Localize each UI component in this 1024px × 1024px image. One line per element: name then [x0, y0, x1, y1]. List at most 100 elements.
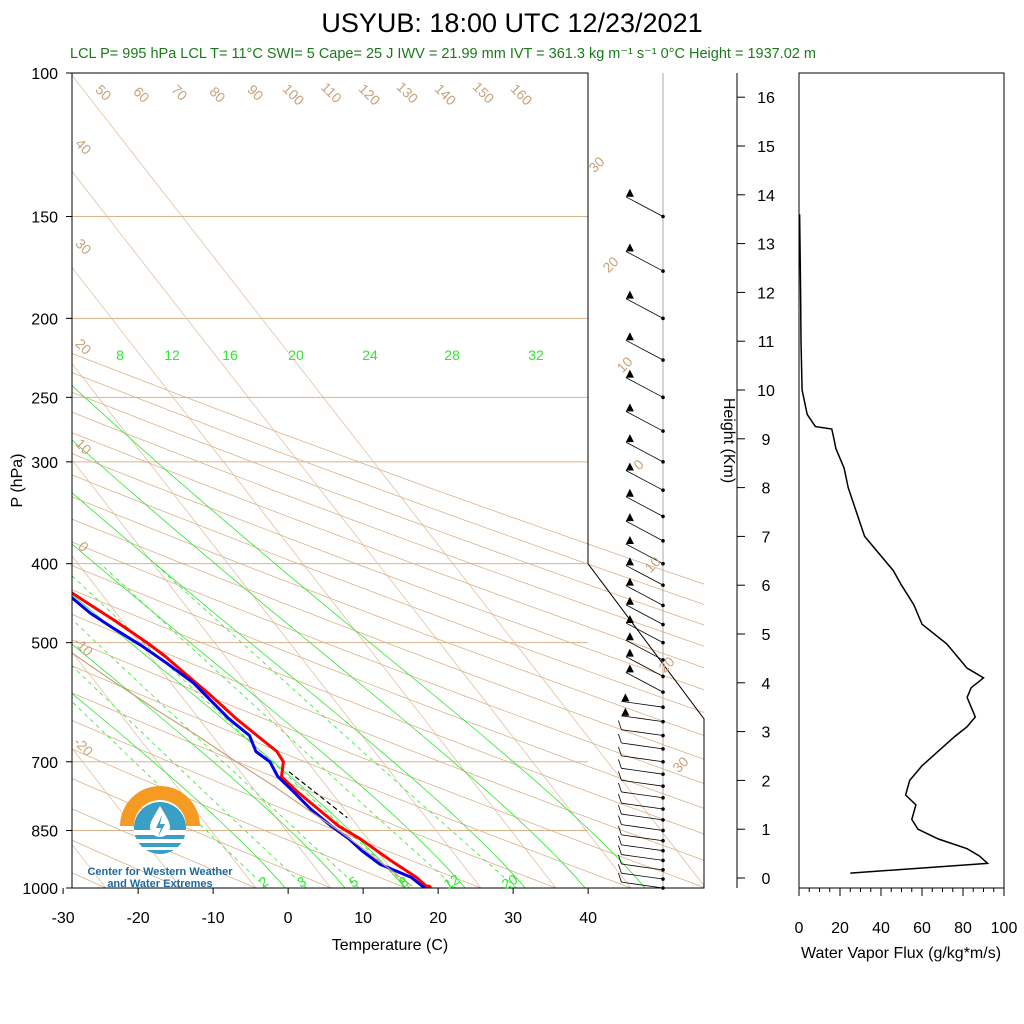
isotherm-line — [72, 555, 332, 888]
height-tick-label: 16 — [757, 90, 775, 107]
wind-barb — [621, 844, 664, 852]
dry-adiabat-label: 30 — [585, 153, 607, 175]
flux-x-tick-label: 80 — [954, 920, 972, 937]
wind-barb-feather — [618, 864, 622, 874]
dry-adiabat-line — [72, 720, 483, 888]
height-tick-label: 13 — [757, 237, 775, 254]
x-tick-label: -30 — [52, 910, 75, 927]
wind-barb-feather — [618, 804, 622, 815]
wind-barb — [621, 863, 664, 871]
dry-adiabat-line — [72, 352, 704, 585]
isotherm-line — [72, 170, 632, 888]
wind-barb-feather — [618, 873, 622, 883]
wind-barb-flag — [625, 596, 634, 605]
height-tick-label: 15 — [757, 139, 775, 156]
wind-barb-flag — [625, 664, 634, 673]
wind-barb — [625, 470, 664, 491]
wind-barb-flag — [625, 243, 634, 252]
wind-barb-feather — [618, 771, 622, 781]
x-tick-label: 30 — [504, 910, 522, 927]
dry-adiabat-line — [72, 565, 704, 809]
y-tick-label: 1000 — [22, 881, 58, 898]
mixing-ratio-line — [72, 618, 360, 888]
dry-adiabat-label: 20 — [655, 653, 677, 675]
wind-barb-flag — [625, 632, 634, 641]
wind-barb — [625, 543, 664, 565]
dry-adiabat-label: 20 — [599, 253, 621, 275]
wind-barb-flag — [625, 403, 634, 412]
water-vapor-flux-line — [799, 214, 990, 874]
chart-title: USYUB: 18:00 UTC 12/23/2021 — [321, 8, 703, 38]
dry-adiabat-label: 150 — [470, 79, 498, 107]
wind-barb-flag — [621, 707, 630, 716]
flux-x-tick-label: 100 — [991, 920, 1018, 937]
wind-barb — [621, 881, 664, 889]
flux-x-tick-label: 40 — [872, 920, 890, 937]
flux-x-tick-label: 60 — [913, 920, 931, 937]
dry-adiabat-label: 60 — [130, 83, 152, 105]
y-tick-label: 300 — [31, 455, 58, 472]
dry-adiabat-line — [72, 589, 704, 835]
wind-barb-flag — [625, 290, 634, 299]
dry-adiabat-label: 10 — [72, 435, 94, 457]
y-tick-label: 100 — [31, 66, 58, 83]
y-tick-label: 250 — [31, 390, 58, 407]
moist-adiabat-line — [72, 492, 526, 888]
cw3e-logo-icon — [120, 786, 200, 854]
height-tick-label: 12 — [757, 285, 775, 302]
wind-barb-flag — [625, 188, 634, 197]
height-tick-label: 0 — [762, 871, 771, 888]
height-tick-label: 1 — [762, 822, 771, 839]
y-tick-label: 150 — [31, 210, 58, 227]
flux-x-axis-label: Water Vapor Flux (g/kg*m/s) — [801, 945, 1001, 962]
wind-barb — [621, 834, 664, 842]
height-tick-label: 11 — [758, 334, 775, 351]
x-tick-label: 10 — [354, 910, 372, 927]
mixing-ratio-label: 12 — [441, 871, 463, 893]
dry-adiabat-label: 130 — [394, 79, 422, 107]
mixing-ratio-line — [72, 575, 411, 888]
y-tick-label: 400 — [31, 557, 58, 574]
dry-adiabat-label: 0 — [75, 538, 92, 555]
dry-adiabat-label: 20 — [72, 335, 94, 357]
height-tick-label: 6 — [762, 578, 771, 595]
wind-barb — [625, 604, 664, 625]
dry-adiabat-line — [72, 613, 704, 861]
isotherm-line — [72, 651, 257, 888]
wind-barb — [621, 813, 664, 821]
wind-barb-flag — [625, 332, 634, 341]
wind-barb — [625, 585, 664, 606]
isotherm-line — [72, 266, 557, 888]
wind-barb-feather — [618, 794, 622, 804]
wind-barb — [625, 339, 664, 361]
dry-adiabat-line — [72, 748, 407, 888]
y-tick-label: 850 — [31, 823, 58, 840]
dry-adiabat-line — [72, 391, 704, 626]
wind-barb — [621, 802, 664, 810]
x-tick-label: 0 — [284, 910, 293, 927]
wind-barb — [625, 672, 664, 693]
wind-barb — [625, 520, 664, 542]
moist-adiabat-label: 24 — [362, 347, 378, 363]
wind-barb-flag — [621, 693, 630, 702]
moist-adiabat-line — [72, 439, 586, 888]
moist-adiabat-line — [72, 594, 406, 888]
dry-adiabat-label: 100 — [280, 81, 308, 109]
wind-barb — [621, 872, 664, 880]
moist-adiabat-label: 12 — [164, 347, 180, 363]
wind-barb-flag — [625, 557, 634, 566]
dry-adiabat-label: -20 — [71, 734, 97, 760]
chart-subtitle: LCL P= 995 hPa LCL T= 11°C SWI= 5 Cape= … — [70, 46, 816, 62]
dry-adiabat-line — [72, 518, 704, 760]
dry-adiabat-label: 80 — [206, 83, 228, 105]
x-tick-label: -20 — [127, 910, 150, 927]
dry-adiabat-label: 140 — [432, 81, 460, 109]
dry-adiabat-line — [72, 839, 182, 888]
moist-adiabat-label: 28 — [444, 347, 460, 363]
moist-adiabat-label: 16 — [222, 347, 238, 363]
flux-x-tick-label: 0 — [795, 920, 804, 937]
height-tick-label: 2 — [762, 773, 771, 790]
wind-barb — [621, 700, 664, 708]
wind-barb — [621, 715, 664, 723]
dry-adiabat-label: 160 — [508, 81, 536, 109]
